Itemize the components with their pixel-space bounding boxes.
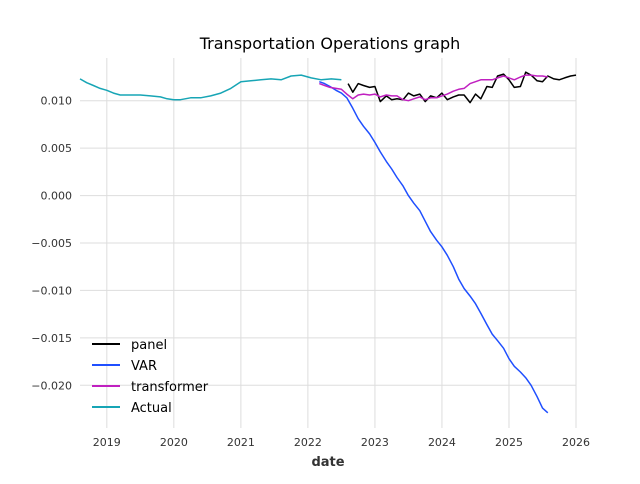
x-tick-label: 2022 bbox=[294, 436, 322, 449]
legend-label-actual: Actual bbox=[131, 401, 172, 416]
x-tick-label: 2019 bbox=[93, 436, 121, 449]
x-tick-label: 2020 bbox=[160, 436, 188, 449]
series-line-actual bbox=[79, 74, 342, 101]
y-tick-label: −0.005 bbox=[31, 237, 72, 250]
legend-label-panel: panel bbox=[131, 338, 167, 353]
legend-label-transformer: transformer bbox=[131, 380, 209, 395]
axis-layer: 2019 2020 2021 2022 2023 2024 2025 2026 0.010 0.0… bbox=[31, 95, 590, 449]
chart-title: Transportation Operations graph bbox=[199, 34, 461, 53]
series-line-var bbox=[319, 80, 549, 414]
x-tick-label: 2025 bbox=[495, 436, 523, 449]
x-tick-label: 2021 bbox=[227, 436, 255, 449]
y-tick-label: −0.015 bbox=[31, 332, 72, 345]
series-layer bbox=[79, 71, 577, 414]
x-axis-label: date bbox=[311, 455, 344, 470]
y-tick-label: 0.000 bbox=[41, 190, 73, 203]
y-tick-label: −0.020 bbox=[31, 379, 72, 392]
grid-layer bbox=[80, 58, 577, 428]
y-tick-label: −0.010 bbox=[31, 284, 72, 297]
y-tick-label: 0.010 bbox=[41, 95, 73, 108]
legend: panel VAR transformer Actual bbox=[92, 338, 209, 416]
x-tick-label: 2026 bbox=[562, 436, 590, 449]
x-tick-label: 2024 bbox=[428, 436, 456, 449]
legend-label-var: VAR bbox=[131, 359, 157, 374]
series-line-transformer bbox=[319, 74, 548, 102]
y-tick-label: 0.005 bbox=[41, 142, 73, 155]
series-line-panel bbox=[347, 71, 577, 104]
x-tick-label: 2023 bbox=[361, 436, 389, 449]
